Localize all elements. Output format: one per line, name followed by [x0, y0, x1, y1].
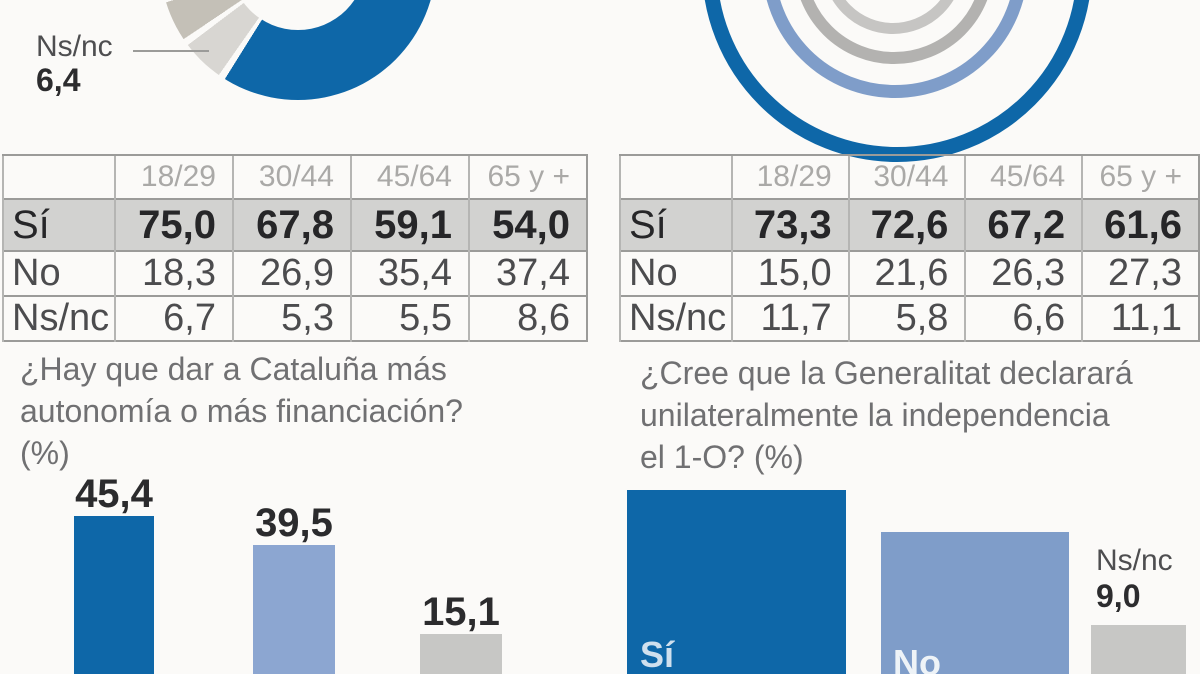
row-label: Ns/nc	[619, 295, 732, 341]
bar-no-label: No	[893, 642, 941, 674]
bar-right-no: No	[881, 532, 1069, 674]
table-row-nsnc: Ns/nc 6,7 5,3 5,5 8,6	[2, 295, 587, 341]
question-left: ¿Hay que dar a Cataluña más autonomía o …	[20, 348, 580, 474]
col-header: 30/44	[847, 154, 966, 199]
bar-nsnc-value: 9,0	[1096, 578, 1141, 614]
question-left-line3: (%)	[20, 435, 70, 471]
table-cell: 59,1	[350, 198, 469, 251]
col-header: 30/44	[232, 154, 351, 199]
bar-si-value: 53,1	[640, 669, 710, 674]
table-cell: 72,6	[847, 198, 966, 251]
table-cell: 61,6	[1081, 198, 1199, 251]
row-label: Ns/nc	[2, 295, 115, 341]
bar-si-label: Sí	[640, 634, 675, 674]
row-label: Sí	[619, 198, 732, 251]
table-cell: 75,0	[114, 198, 233, 251]
table-cell: 6,7	[114, 295, 233, 341]
table-corner-cell	[2, 154, 115, 199]
table-cell: 67,8	[232, 198, 351, 251]
table-corner-cell	[619, 154, 732, 199]
table-cell: 26,3	[964, 250, 1083, 296]
donut-callout-leader-line	[133, 50, 209, 52]
table-row-nsnc: Ns/nc 11,7 5,8 6,6 11,1	[619, 295, 1199, 341]
age-table-left: 18/29 30/44 45/64 65 y + Sí 75,0 67,8 59…	[2, 154, 588, 342]
table-header-row: 18/29 30/44 45/64 65 y +	[619, 154, 1199, 199]
donut-callout-value: 6,4	[36, 62, 81, 98]
bar-right-nsnc	[1091, 625, 1186, 674]
col-header: 45/64	[350, 154, 469, 199]
bar-value-label: 15,1	[422, 590, 500, 634]
table-cell: 54,0	[468, 198, 587, 251]
bar-value-label: 45,4	[75, 472, 153, 516]
col-header: 18/29	[730, 154, 849, 199]
row-label: No	[619, 250, 732, 296]
table-row-no: No 15,0 21,6 26,3 27,3	[619, 250, 1199, 296]
col-header: 45/64	[964, 154, 1083, 199]
table-header-row: 18/29 30/44 45/64 65 y +	[2, 154, 587, 199]
donut-callout-label: Ns/nc	[36, 30, 113, 63]
col-header: 65 y +	[468, 154, 587, 199]
table-cell: 8,6	[468, 295, 587, 341]
table-cell: 73,3	[730, 198, 849, 251]
col-header: 18/29	[114, 154, 233, 199]
table-cell: 35,4	[350, 250, 469, 296]
table-cell: 11,7	[730, 295, 849, 341]
bar-left-3	[420, 634, 502, 674]
table-cell: 27,3	[1081, 250, 1199, 296]
age-table-right: 18/29 30/44 45/64 65 y + Sí 73,3 72,6 67…	[619, 154, 1200, 342]
bar-right-si: Sí 53,1	[627, 490, 846, 674]
table-row-si: Sí 73,3 72,6 67,2 61,6	[619, 198, 1199, 251]
table-cell: 5,3	[232, 295, 351, 341]
table-cell: 15,0	[730, 250, 849, 296]
table-cell: 11,1	[1081, 295, 1199, 341]
col-header: 65 y +	[1081, 154, 1199, 199]
row-label: No	[2, 250, 115, 296]
bar-left-2	[253, 545, 335, 674]
question-right: ¿Cree que la Generalitat declarará unila…	[640, 352, 1200, 478]
bar-value-label: 39,5	[255, 501, 333, 545]
bar-nsnc-label: Ns/nc	[1096, 544, 1173, 577]
table-cell: 18,3	[114, 250, 233, 296]
bar-left-1	[74, 516, 154, 674]
question-left-line1: ¿Hay que dar a Cataluña más	[20, 351, 447, 387]
table-cell: 26,9	[232, 250, 351, 296]
question-right-line1: ¿Cree que la Generalitat declarará	[640, 355, 1133, 391]
question-right-line3: el 1-O? (%)	[640, 439, 804, 475]
row-label: Sí	[2, 198, 115, 251]
table-cell: 67,2	[964, 198, 1083, 251]
table-cell: 5,5	[350, 295, 469, 341]
question-left-line2: autonomía o más financiación?	[20, 393, 463, 429]
table-cell: 21,6	[847, 250, 966, 296]
table-cell: 6,6	[964, 295, 1083, 341]
table-cell: 37,4	[468, 250, 587, 296]
table-row-si: Sí 75,0 67,8 59,1 54,0	[2, 198, 587, 251]
table-row-no: No 18,3 26,9 35,4 37,4	[2, 250, 587, 296]
table-cell: 5,8	[847, 295, 966, 341]
question-right-line2: unilateralmente la independencia	[640, 397, 1110, 433]
